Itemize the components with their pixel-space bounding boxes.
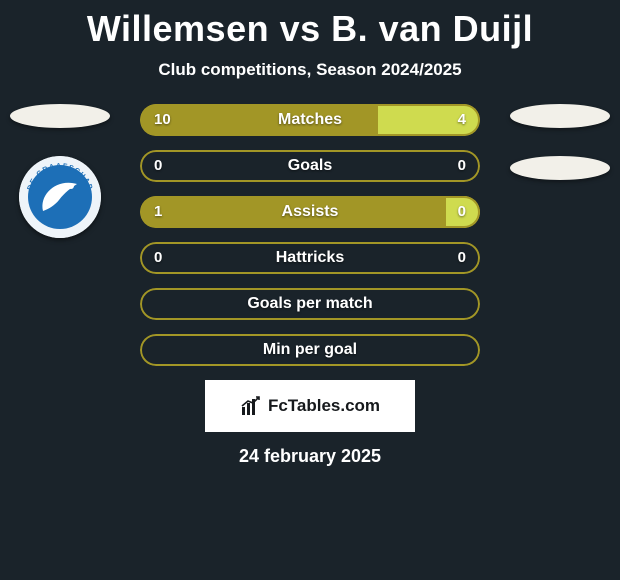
- stat-row: Goals0 0: [140, 150, 480, 182]
- watermark-text: FcTables.com: [268, 396, 380, 416]
- player-left-column: DE GRAAFSCHAP: [10, 104, 110, 238]
- club-logo-right-placeholder: [510, 156, 610, 180]
- stat-row: Hattricks0 0: [140, 242, 480, 274]
- stat-bars-container: Matches104Goals00Assists10Hattricks00Goa…: [140, 104, 480, 366]
- player-left-avatar-placeholder: [10, 104, 110, 128]
- comparison-content: DE GRAAFSCHAP Matches104Goals00Assists10…: [0, 104, 620, 366]
- player-right-avatar-placeholder: [510, 104, 610, 128]
- stat-label: Matches: [140, 104, 480, 136]
- club-logo-left: DE GRAAFSCHAP: [19, 156, 101, 238]
- player-right-column: [510, 104, 610, 208]
- stat-row: Goals per match: [140, 288, 480, 320]
- stat-value-left: 10: [154, 104, 171, 136]
- stat-value-left: 0: [154, 150, 162, 182]
- stat-row: Assists1 0: [140, 196, 480, 228]
- stat-label: Min per goal: [140, 334, 480, 366]
- watermark: FcTables.com: [205, 380, 415, 432]
- page-subtitle: Club competitions, Season 2024/2025: [0, 60, 620, 80]
- stat-value-right: 0: [458, 196, 466, 228]
- date-label: 24 february 2025: [0, 446, 620, 467]
- stat-value-left: 1: [154, 196, 162, 228]
- stat-row: Matches10 4: [140, 104, 480, 136]
- stat-value-right: 4: [458, 104, 466, 136]
- stat-row: Min per goal: [140, 334, 480, 366]
- stat-value-right: 0: [458, 242, 466, 274]
- stat-label: Goals: [140, 150, 480, 182]
- stat-label: Hattricks: [140, 242, 480, 274]
- stat-label: Goals per match: [140, 288, 480, 320]
- stat-label: Assists: [140, 196, 480, 228]
- page-title: Willemsen vs B. van Duijl: [0, 0, 620, 50]
- stat-value-right: 0: [458, 150, 466, 182]
- chart-icon: [240, 395, 262, 417]
- stat-value-left: 0: [154, 242, 162, 274]
